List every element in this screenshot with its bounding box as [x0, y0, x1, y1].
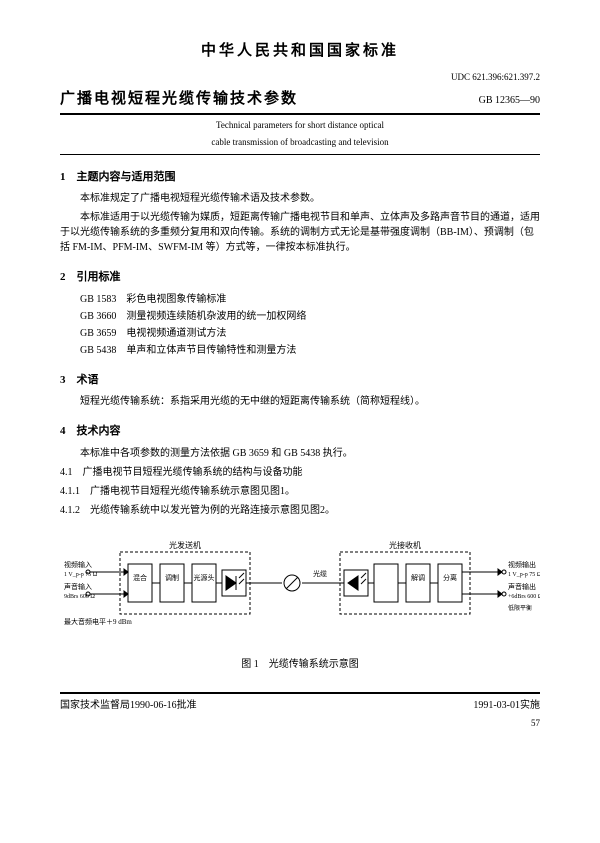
svg-text:声音输入: 声音输入	[64, 582, 92, 591]
title-row: 广播电视短程光缆传输技术参数 GB 12365—90	[60, 88, 540, 115]
svg-text:分离: 分离	[443, 573, 457, 582]
svg-text:声音输出: 声音输出	[508, 582, 536, 591]
standard-code: GB 12365—90	[479, 93, 540, 108]
svg-text:光源头: 光源头	[194, 573, 215, 582]
section-1-p1: 本标准规定了广播电视短程光缆传输术语及技术参数。	[60, 191, 540, 206]
svg-text:视频输出: 视频输出	[508, 560, 536, 569]
svg-text:低限平衡: 低限平衡	[508, 604, 532, 612]
subtitle-en-1: Technical parameters for short distance …	[60, 119, 540, 133]
svg-text:最大音频电平＋9 dBm: 最大音频电平＋9 dBm	[64, 617, 132, 626]
section-4-1-2: 4.1.2 光缆传输系统中以发光管为例的光路连接示意图见图2。	[60, 503, 540, 518]
section-1-p2: 本标准适用于以光缆传输为媒质，短距离传输广播电视节目和单声、立体声及多路声音节目…	[60, 210, 540, 255]
section-4-1-1: 4.1.1 广播电视节目短程光缆传输系统示意图见图1。	[60, 484, 540, 499]
section-2-title: 2 引用标准	[60, 269, 540, 286]
ref-item: GB 3660 测量视频连续随机杂波用的统一加权网络	[80, 309, 540, 324]
svg-text:1 V_p-p 75 Ω: 1 V_p-p 75 Ω	[508, 572, 540, 578]
reference-list: GB 1583 彩色电视图象传输标准 GB 3660 测量视频连续随机杂波用的统…	[80, 292, 540, 358]
divider	[60, 154, 540, 155]
page-footer: 国家技术监督局1990-06-16批准 1991-03-01实施	[60, 692, 540, 713]
ref-item: GB 5438 单声和立体声节目传输特性和测量方法	[80, 343, 540, 358]
footer-right: 1991-03-01实施	[473, 698, 540, 713]
svg-text:调制: 调制	[165, 573, 179, 582]
udc-code: UDC 621.396:621.397.2	[60, 71, 540, 85]
section-4-p1: 本标准中各项参数的测量方法依据 GB 3659 和 GB 5438 执行。	[60, 446, 540, 461]
figure-1-caption: 图 1 光缆传输系统示意图	[60, 657, 540, 672]
section-4-title: 4 技术内容	[60, 423, 540, 440]
section-3-p1: 短程光缆传输系统：系指采用光缆的无中继的短距离传输系统（简称短程线）。	[60, 394, 540, 409]
svg-text:视频输入: 视频输入	[64, 560, 92, 569]
subtitle-en-2: cable transmission of broadcasting and t…	[60, 136, 540, 150]
ref-item: GB 3659 电视视频通道测试方法	[80, 326, 540, 341]
ref-item: GB 1583 彩色电视图象传输标准	[80, 292, 540, 307]
svg-text:1 V_p-p 75 Ω: 1 V_p-p 75 Ω	[64, 572, 98, 578]
footer-left: 国家技术监督局1990-06-16批准	[60, 698, 197, 713]
svg-text:9dBrs 600 Ω: 9dBrs 600 Ω	[64, 594, 95, 600]
svg-text:光发送机: 光发送机	[169, 540, 201, 550]
svg-text:光接收机: 光接收机	[389, 540, 421, 550]
svg-text:混合: 混合	[133, 573, 147, 582]
page-number: 57	[60, 717, 540, 731]
main-title: 广播电视短程光缆传输技术参数	[60, 88, 298, 111]
svg-text:解调: 解调	[411, 573, 425, 582]
svg-text:光缆: 光缆	[313, 569, 327, 578]
section-4-1: 4.1 广播电视节目短程光缆传输系统的结构与设备功能	[60, 465, 540, 480]
national-standard-header: 中华人民共和国国家标准	[60, 40, 540, 63]
section-1-title: 1 主题内容与适用范围	[60, 169, 540, 186]
section-3-title: 3 术语	[60, 372, 540, 389]
figure-1-diagram: 光发送机 光接收机 混合 调制 光源头 解调 分离	[60, 534, 540, 649]
svg-text:+6dBrs 600 Ω: +6dBrs 600 Ω	[508, 594, 540, 600]
